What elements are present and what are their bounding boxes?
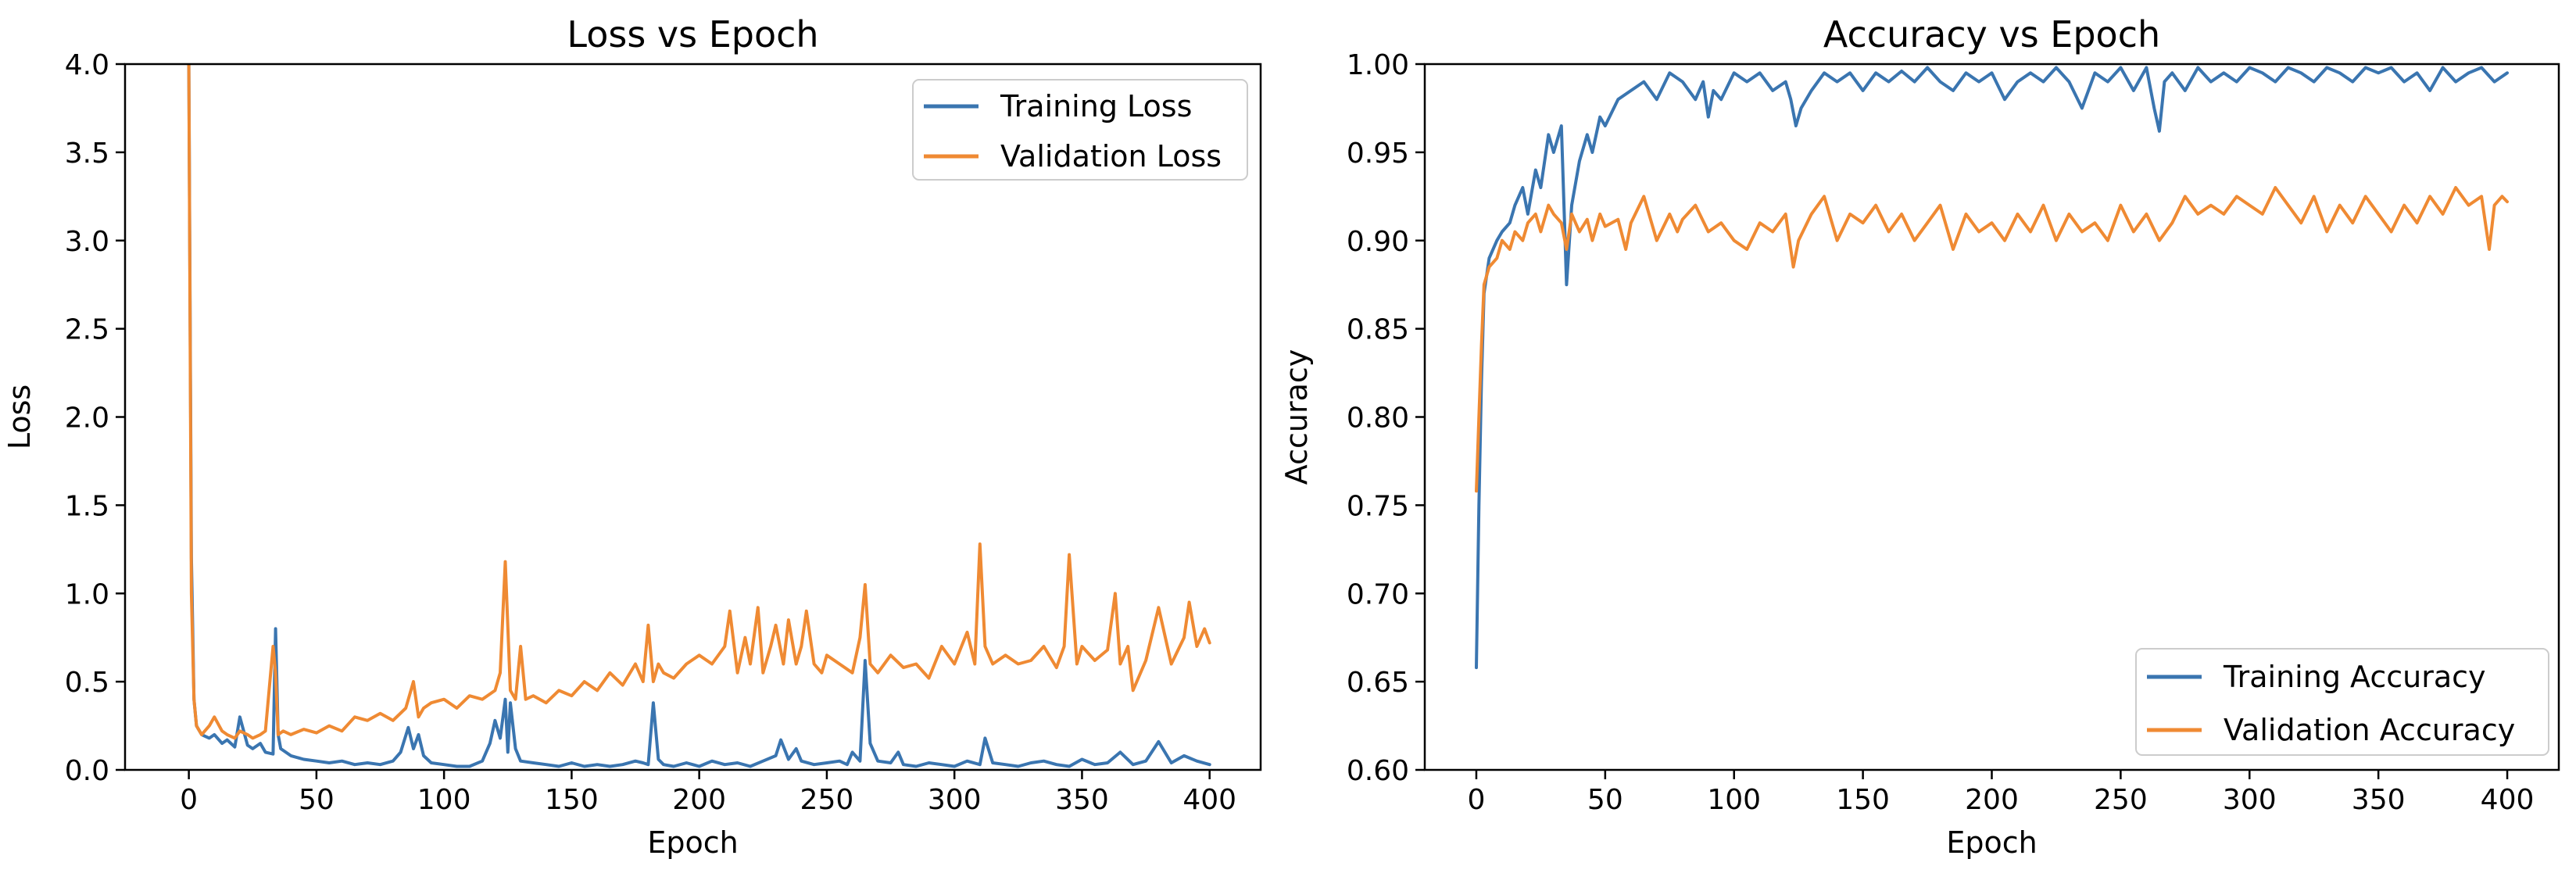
loss-y-axis-label: Loss <box>2 385 37 449</box>
loss-y-tick-label: 2.0 <box>65 403 109 435</box>
accuracy-y-tick-label: 0.95 <box>1347 138 1409 170</box>
loss-x-tick-label: 50 <box>299 784 335 816</box>
loss-x-tick-label: 0 <box>180 784 198 816</box>
accuracy-series-validation-line <box>1475 186 2509 493</box>
accuracy-y-axis-label: Accuracy <box>1279 349 1314 485</box>
accuracy-y-tick-label: 0.80 <box>1347 403 1409 435</box>
accuracy-y-tick-label: 1.00 <box>1347 49 1409 81</box>
accuracy-x-tick-label: 300 <box>2223 784 2277 816</box>
loss-x-tick-label: 200 <box>672 784 726 816</box>
accuracy-series-training-line <box>1475 66 2509 670</box>
loss-x-tick-label: 250 <box>800 784 854 816</box>
loss-series-validation-line <box>187 64 1211 740</box>
loss-legend: Training Loss Validation Loss <box>912 79 1248 181</box>
loss-chart-title: Loss vs Epoch <box>567 13 818 55</box>
loss-x-tick-label: 350 <box>1055 784 1109 816</box>
accuracy-x-tick-label: 50 <box>1587 784 1623 816</box>
accuracy-y-tick-label: 0.90 <box>1347 226 1409 258</box>
accuracy-legend: Training Accuracy Validation Accuracy <box>2135 648 2549 756</box>
loss-y-tick-label: 0.5 <box>65 667 109 699</box>
loss-y-tick-label: 1.0 <box>65 578 109 610</box>
loss-y-tick-label: 2.5 <box>65 314 109 346</box>
accuracy-x-tick-label: 0 <box>1468 784 1486 816</box>
loss-y-tick-label: 3.0 <box>65 226 109 258</box>
accuracy-chart-title: Accuracy vs Epoch <box>1823 13 2160 55</box>
accuracy-x-tick-label: 150 <box>1836 784 1890 816</box>
loss-y-tick-label: 4.0 <box>65 49 109 81</box>
accuracy-y-tick-label: 0.70 <box>1347 578 1409 610</box>
accuracy-x-tick-label: 350 <box>2352 784 2406 816</box>
accuracy-y-tick-label: 0.60 <box>1347 755 1409 787</box>
loss-x-tick-label: 300 <box>928 784 982 816</box>
loss-legend-box <box>912 79 1248 181</box>
accuracy-x-tick-label: 100 <box>1707 784 1761 816</box>
loss-y-tick-label: 3.5 <box>65 138 109 170</box>
accuracy-y-tick-label: 0.65 <box>1347 667 1409 699</box>
accuracy-legend-box <box>2135 648 2549 756</box>
accuracy-legend-label-training: Training Accuracy <box>2223 660 2486 694</box>
accuracy-y-tick-label: 0.75 <box>1347 490 1409 522</box>
loss-legend-label-validation: Validation Loss <box>1000 139 1222 174</box>
loss-y-tick-label: 1.5 <box>65 490 109 522</box>
loss-x-tick-label: 100 <box>417 784 471 816</box>
accuracy-x-tick-label: 400 <box>2481 784 2535 816</box>
loss-x-axis-label: Epoch <box>647 825 738 860</box>
accuracy-chart: 0 50 100 150 200 250 300 350 400 0.60 0.65 0.70 0.75… <box>1279 13 2560 860</box>
accuracy-x-tick-label: 200 <box>1965 784 2019 816</box>
loss-y-tick-label: 0.0 <box>65 755 109 787</box>
accuracy-y-tick-label: 0.85 <box>1347 314 1409 346</box>
accuracy-x-axis-label: Epoch <box>1946 825 2037 860</box>
loss-legend-label-training: Training Loss <box>1000 89 1192 123</box>
loss-x-tick-label: 150 <box>545 784 599 816</box>
accuracy-x-tick-label: 250 <box>2094 784 2148 816</box>
loss-chart: 0 50 100 150 200 250 300 350 400 0.0 0.5 1.0 1.5 2.0 2… <box>2 13 1262 860</box>
accuracy-legend-label-validation: Validation Accuracy <box>2224 713 2515 747</box>
loss-series-training-line <box>187 64 1211 768</box>
loss-x-tick-label: 400 <box>1182 784 1236 816</box>
